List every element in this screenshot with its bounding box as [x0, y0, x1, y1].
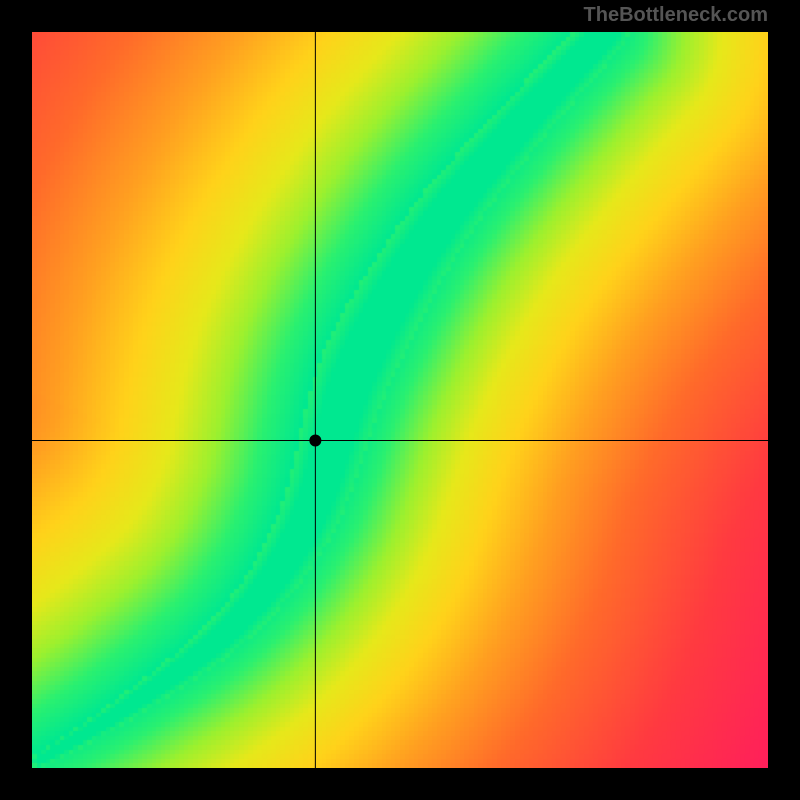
overlay: [0, 0, 800, 800]
watermark-label: TheBottleneck.com: [584, 4, 768, 27]
crosshair-marker: [309, 434, 321, 446]
chart-container: TheBottleneck.com: [0, 0, 800, 800]
